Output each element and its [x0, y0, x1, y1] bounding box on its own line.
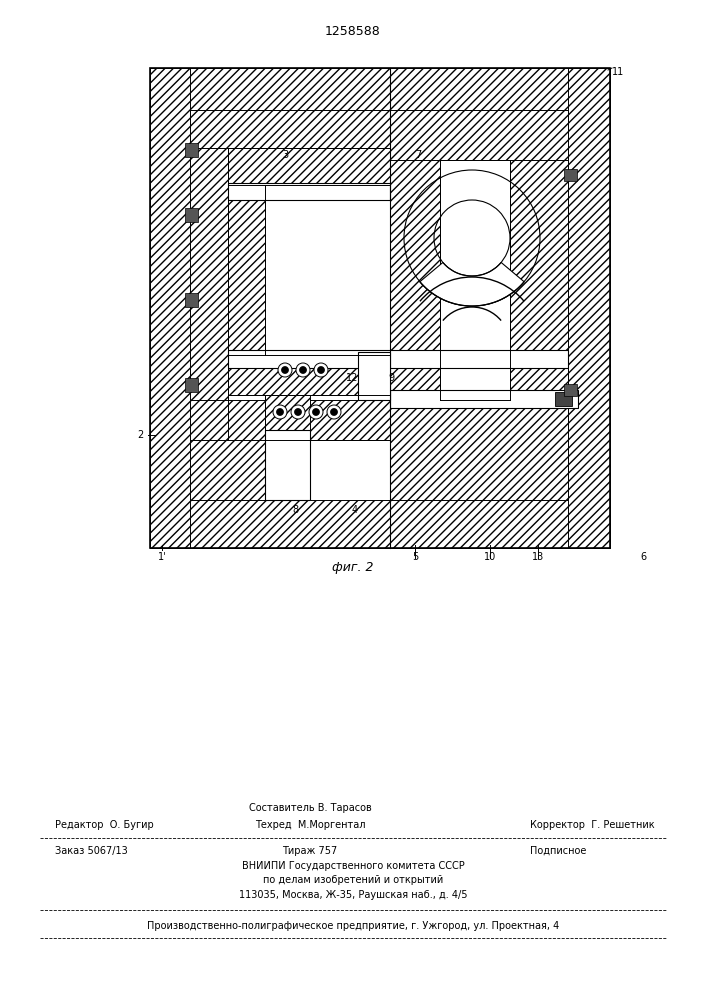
Text: 1258588: 1258588	[325, 25, 381, 38]
Circle shape	[330, 408, 337, 416]
Circle shape	[296, 363, 310, 377]
Text: 13: 13	[532, 552, 544, 562]
Text: 12: 12	[346, 373, 358, 383]
Bar	[568, 68, 610, 548]
Text: Составитель В. Тарасов: Составитель В. Тарасов	[249, 803, 371, 813]
Bar	[228, 183, 390, 200]
Circle shape	[278, 363, 292, 377]
Text: фиг. 2: фиг. 2	[332, 562, 374, 574]
Circle shape	[295, 408, 301, 416]
Bar	[390, 390, 578, 408]
Bar	[190, 148, 228, 430]
Polygon shape	[420, 262, 524, 306]
Text: Тираж 757: Тираж 757	[282, 846, 338, 856]
Text: Корректор  Г. Решетник: Корректор Г. Решетник	[530, 820, 655, 830]
Bar	[185, 378, 198, 392]
Text: Редактор  О. Бугир: Редактор О. Бугир	[55, 820, 153, 830]
Text: Производственно-полиграфическое предприятие, г. Ужгород, ул. Проектная, 4: Производственно-полиграфическое предприя…	[147, 921, 559, 931]
Bar	[390, 160, 440, 400]
Text: 8: 8	[292, 505, 298, 515]
Circle shape	[273, 405, 287, 419]
Circle shape	[317, 366, 325, 373]
Bar	[150, 68, 190, 548]
Bar	[185, 208, 198, 222]
Bar	[228, 185, 265, 355]
Bar	[564, 169, 577, 181]
Bar	[265, 430, 310, 500]
Bar	[190, 110, 390, 148]
Bar	[228, 148, 390, 185]
Bar	[390, 400, 568, 500]
Text: 113035, Москва, Ж-35, Раушская наб., д. 4/5: 113035, Москва, Ж-35, Раушская наб., д. …	[239, 890, 467, 900]
Bar	[150, 68, 610, 548]
Bar	[190, 400, 390, 440]
Bar	[228, 355, 390, 395]
Text: 6: 6	[640, 552, 646, 562]
Text: 9: 9	[388, 373, 394, 383]
Circle shape	[281, 366, 288, 373]
Circle shape	[314, 363, 328, 377]
Text: 7: 7	[415, 150, 421, 160]
Bar	[150, 500, 610, 548]
Circle shape	[291, 405, 305, 419]
Bar	[190, 440, 265, 500]
Text: по делам изобретений и открытий: по делам изобретений и открытий	[263, 875, 443, 885]
Bar	[510, 160, 568, 400]
Bar	[358, 352, 390, 400]
Bar	[150, 68, 610, 110]
Text: Подписное: Подписное	[530, 846, 586, 856]
Circle shape	[327, 405, 341, 419]
Bar	[228, 350, 568, 368]
Text: 1': 1'	[158, 552, 166, 562]
Text: 2: 2	[137, 430, 143, 440]
Text: 4: 4	[352, 505, 358, 515]
Bar	[564, 384, 577, 396]
Circle shape	[312, 408, 320, 416]
Bar	[185, 143, 198, 157]
Text: 3: 3	[282, 150, 288, 160]
Bar	[185, 293, 198, 307]
Bar	[555, 392, 572, 406]
Text: Техред  М.Моргентал: Техред М.Моргентал	[255, 820, 366, 830]
Circle shape	[276, 408, 284, 416]
Text: Заказ 5067/13: Заказ 5067/13	[55, 846, 128, 856]
Bar	[390, 110, 568, 160]
Circle shape	[309, 405, 323, 419]
Text: ВНИИПИ Государственного комитета СССР: ВНИИПИ Государственного комитета СССР	[242, 861, 464, 871]
Bar	[265, 395, 310, 440]
Circle shape	[300, 366, 307, 373]
Text: 10: 10	[484, 552, 496, 562]
Text: 11: 11	[612, 67, 624, 77]
Text: 5: 5	[412, 552, 418, 562]
